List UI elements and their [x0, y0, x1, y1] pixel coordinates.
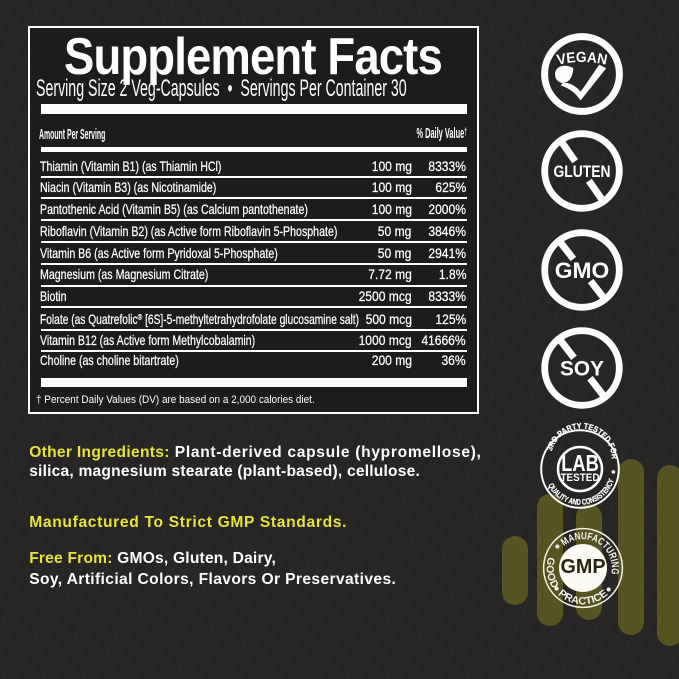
svg-text:VEGAN: VEGAN	[556, 49, 609, 68]
svg-text:GOOD: GOOD	[543, 556, 560, 590]
svg-text:LAB: LAB	[561, 450, 599, 476]
svg-text:TESTED: TESTED	[561, 472, 600, 484]
svg-text:SOY: SOY	[560, 357, 604, 380]
svg-text:GMO: GMO	[555, 258, 610, 283]
svg-text:GMP: GMP	[560, 554, 605, 577]
svg-text:GLUTEN: GLUTEN	[554, 163, 611, 181]
